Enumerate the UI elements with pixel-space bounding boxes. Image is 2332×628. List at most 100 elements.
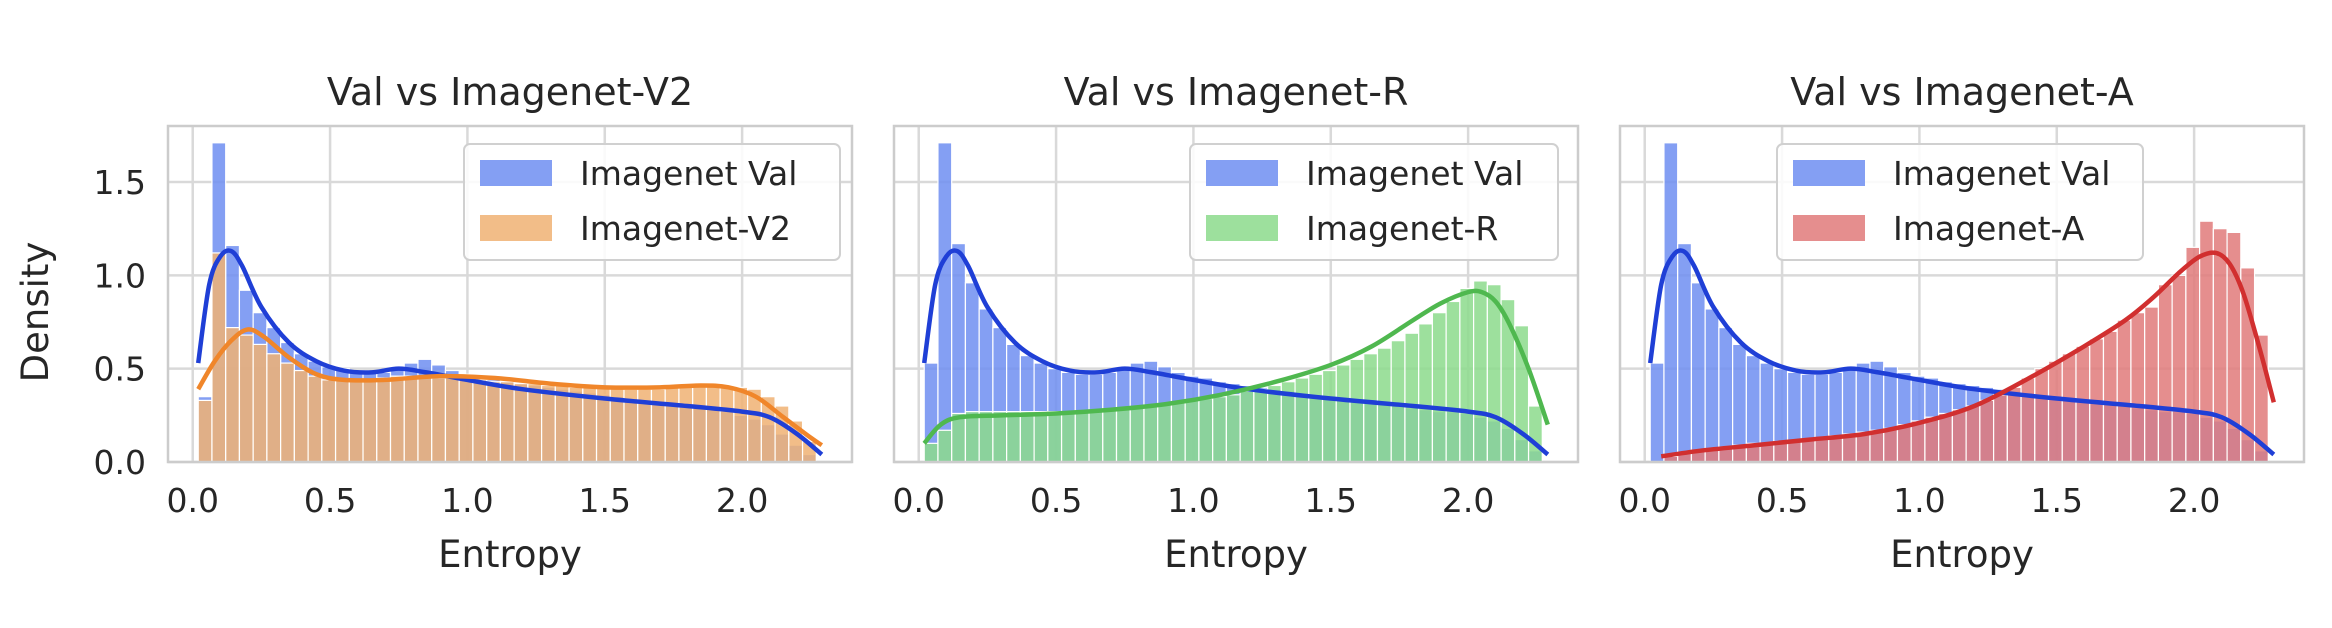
x-tick-label: 1.0 bbox=[441, 481, 493, 520]
histogram-bar bbox=[1924, 416, 1940, 463]
plot-area-frame bbox=[892, 124, 1580, 464]
histogram-bar bbox=[1019, 411, 1035, 463]
y-tick-label: 1.5 bbox=[94, 163, 146, 202]
x-tick-label: 1.5 bbox=[579, 481, 631, 520]
series-2-kde-line bbox=[1660, 250, 2276, 459]
histogram-bar bbox=[678, 386, 694, 463]
histogram-bar bbox=[307, 375, 323, 463]
histogram-bar bbox=[513, 383, 529, 463]
histogram-bar bbox=[1677, 243, 1693, 463]
histogram-bar bbox=[1979, 399, 1995, 463]
histogram-bar bbox=[1431, 312, 1447, 463]
x-tick-label: 2.0 bbox=[2168, 481, 2220, 520]
histogram-bar bbox=[1473, 280, 1488, 463]
histogram-bar bbox=[1992, 394, 2008, 463]
histogram-bar bbox=[417, 375, 433, 463]
histogram-bar bbox=[444, 377, 460, 463]
histogram-bar bbox=[1486, 284, 1502, 463]
histogram-bar bbox=[1198, 397, 1214, 463]
x-tick-label: 0.0 bbox=[892, 481, 944, 520]
y-axis-label: Density bbox=[14, 242, 57, 383]
series-2-bars bbox=[923, 280, 1543, 463]
histogram-bar bbox=[733, 386, 749, 463]
histogram-bar bbox=[389, 375, 405, 463]
histogram-bar bbox=[705, 384, 721, 463]
histogram-bar bbox=[978, 411, 994, 463]
histogram-bar bbox=[2047, 360, 2063, 463]
series-1-kde-line bbox=[1647, 248, 2276, 457]
histogram-bar bbox=[2102, 330, 2118, 463]
histogram-bar bbox=[1212, 396, 1227, 463]
histogram-bar bbox=[1033, 411, 1049, 463]
histogram-bar bbox=[1883, 427, 1899, 463]
legend-swatch bbox=[1793, 160, 1865, 186]
x-tick-label: 0.0 bbox=[166, 481, 218, 520]
legend-box bbox=[1776, 143, 2144, 261]
histogram-bar bbox=[376, 377, 392, 463]
legend-swatch bbox=[480, 215, 552, 241]
histogram-bar bbox=[1335, 364, 1351, 463]
histogram-bar bbox=[1170, 401, 1186, 463]
histogram-bar bbox=[266, 353, 282, 463]
legend-label: Imagenet Val bbox=[1306, 154, 1523, 193]
histogram-bar bbox=[992, 411, 1008, 463]
histogram-bar bbox=[1663, 142, 1679, 463]
histogram-bar bbox=[1060, 411, 1076, 463]
histogram-bar bbox=[1253, 388, 1269, 463]
histogram-bar bbox=[1951, 409, 1967, 463]
series-1-kde-line bbox=[195, 248, 824, 457]
histogram-bar bbox=[2212, 228, 2228, 463]
histogram-bar bbox=[2185, 246, 2201, 463]
histogram-bar bbox=[1404, 332, 1420, 463]
histogram-bar bbox=[2075, 345, 2091, 463]
series-1-kde-line bbox=[921, 248, 1550, 457]
histogram-bar bbox=[1239, 390, 1255, 463]
legend-swatch bbox=[1206, 160, 1278, 186]
x-tick-label: 0.0 bbox=[1618, 481, 1670, 520]
x-tick-label: 1.5 bbox=[2031, 481, 2083, 520]
histogram-bar bbox=[1129, 407, 1145, 463]
histogram-bar bbox=[1910, 420, 1926, 463]
histogram-bar bbox=[1938, 412, 1953, 463]
legend-label: Imagenet-A bbox=[1893, 209, 2085, 248]
x-tick-label: 0.5 bbox=[1756, 481, 1808, 520]
chart-panel-2: Val vs Imagenet-R 0.0 0.5 1.0 1.5 2.0 Entropy I… bbox=[892, 70, 1580, 576]
histogram-bar bbox=[1006, 411, 1021, 463]
chart-title: Val vs Imagenet-V2 bbox=[327, 70, 693, 114]
chart-title: Val vs Imagenet-A bbox=[1790, 70, 2134, 114]
histogram-bar bbox=[923, 442, 939, 463]
histogram-bar bbox=[1690, 282, 1706, 463]
histogram-bar bbox=[2171, 274, 2187, 463]
histogram-bar bbox=[554, 384, 570, 463]
x-axis-label: Entropy bbox=[1890, 533, 2034, 576]
histogram-bar bbox=[719, 384, 735, 463]
x-tick-label: 2.0 bbox=[1442, 481, 1494, 520]
legend-label: Imagenet-R bbox=[1306, 209, 1498, 248]
x-tick-label: 1.5 bbox=[1305, 481, 1357, 520]
histogram-bar bbox=[527, 383, 543, 463]
histogram-bar bbox=[1418, 323, 1434, 463]
histogram-bar bbox=[1704, 308, 1720, 463]
histogram-bar bbox=[568, 386, 584, 463]
histogram-bar bbox=[1047, 411, 1063, 463]
x-tick-label: 1.0 bbox=[1893, 481, 1945, 520]
series-2-bars bbox=[1663, 220, 2269, 463]
x-tick-label: 2.0 bbox=[716, 481, 768, 520]
legend-swatch bbox=[1206, 215, 1278, 241]
histogram-bar bbox=[1102, 409, 1118, 463]
x-tick-label: 0.5 bbox=[1030, 481, 1082, 520]
histogram-bar bbox=[937, 429, 953, 463]
histogram-bar bbox=[252, 343, 268, 463]
plot-area-frame bbox=[1618, 124, 2306, 464]
x-axis-label: Entropy bbox=[438, 533, 582, 576]
histogram-bar bbox=[1363, 353, 1379, 463]
histogram-bar bbox=[2116, 319, 2132, 463]
histogram-bar bbox=[951, 412, 967, 463]
histogram-bar bbox=[334, 379, 350, 463]
histogram-bar bbox=[293, 369, 309, 463]
series-2-kde-line bbox=[196, 327, 824, 448]
histogram-bar bbox=[431, 377, 447, 463]
histogram-bar bbox=[1088, 411, 1104, 463]
legend-box bbox=[463, 143, 841, 261]
